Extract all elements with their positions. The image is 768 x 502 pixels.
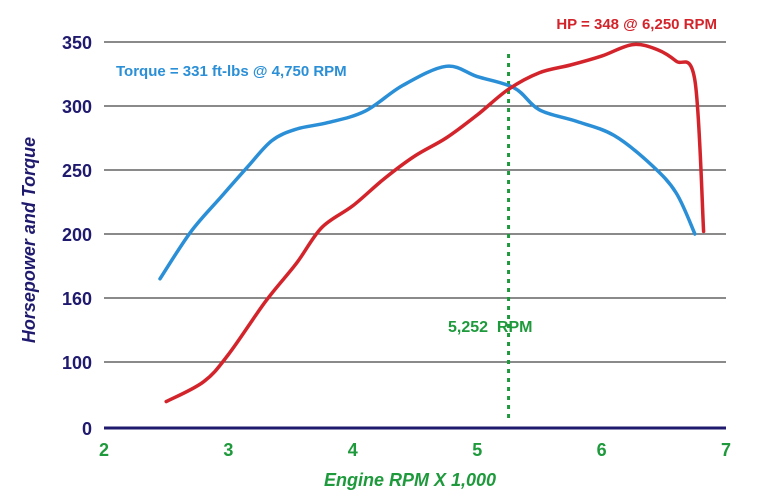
x-axis-title: Engine RPM X 1,000 [324,470,496,490]
y-tick-label: 350 [62,33,92,53]
y-axis-title: Horsepower and Torque [19,137,39,343]
y-tick-label: 0 [82,419,92,439]
gridlines [104,41,726,363]
y-tick-label: 300 [62,97,92,117]
x-tick-label: 3 [223,440,233,460]
x-tick-label: 6 [597,440,607,460]
y-tick-label: 200 [62,225,92,245]
y-axis-ticks: 0 100 160 200 250 300 350 [62,33,92,439]
horsepower-curve [164,42,706,404]
x-axis-ticks: 2 3 4 5 6 7 [99,440,731,460]
x-tick-label: 4 [348,440,358,460]
hp-peak-annotation: HP = 348 @ 6,250 RPM [556,16,717,33]
y-tick-label: 250 [62,161,92,181]
x-tick-label: 5 [472,440,482,460]
torque-peak-annotation: Torque = 331 ft-lbs @ 4,750 RPM [116,63,347,80]
y-tick-label: 100 [62,353,92,373]
x-tick-label: 7 [721,440,731,460]
y-tick-label: 160 [62,289,92,309]
torque-curve [158,64,697,281]
crossover-rpm-label: 5,252 RPM [448,319,532,336]
x-tick-label: 2 [99,440,109,460]
